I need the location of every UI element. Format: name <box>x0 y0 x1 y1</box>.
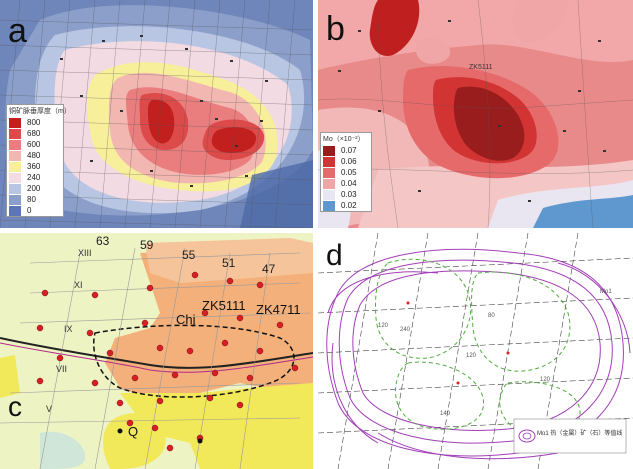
panel-b-legend-swatch <box>323 167 335 178</box>
unit-label-q: Q <box>128 424 139 439</box>
panel-b-legend-value: 0.02 <box>341 201 357 210</box>
panel-b-legend-swatch <box>323 145 335 156</box>
mo-contours <box>318 0 633 228</box>
contour-annotation-140: 140 <box>440 411 451 417</box>
panel-a-legend-value: 800 <box>27 118 41 127</box>
panel-a-legend-value: 200 <box>27 184 41 193</box>
panel-b-legend-row: 0.05 <box>321 167 371 178</box>
panel-a-legend-row: 800 <box>7 117 63 128</box>
panel-c-geology-map: c 63 59 55 51 47 XIII XI IX VII V Chj Q … <box>0 233 313 469</box>
panel-a-legend-row: 240 <box>7 172 63 183</box>
panel-a-legend-value: 600 <box>27 140 41 149</box>
panel-b-legend-value: 0.04 <box>341 179 357 188</box>
panel-b-legend-title: Mo（×10⁻²） <box>323 136 365 143</box>
exploration-line-59: 59 <box>140 238 154 252</box>
panel-b-legend-row: 0.02 <box>321 200 371 211</box>
panel-b-legend-value: 0.06 <box>341 157 357 166</box>
panel-a-legend-value: 360 <box>27 162 41 171</box>
panel-a-legend-value: 80 <box>27 195 36 204</box>
exploration-line-ix: IX <box>64 324 73 334</box>
panel-a-legend-value: 680 <box>27 129 41 138</box>
panel-a-thickness-map: a 铜矿脉垂厚度（m） 800 680 600 480 360 240 200 80 0 <box>0 0 313 228</box>
contour-annotation-mo1: Mo1 <box>600 289 612 295</box>
panel-d-letter: d <box>326 239 343 272</box>
panel-a-legend-row: 480 <box>7 150 63 161</box>
panel-a-legend-swatch <box>9 205 21 216</box>
panel-a-legend-row: 360 <box>7 161 63 172</box>
panel-a-legend-swatch <box>9 128 21 139</box>
geology-map-shapes <box>0 233 313 469</box>
panel-b-drill-label: ZK5111 <box>469 64 493 71</box>
panel-a-legend-swatch <box>9 117 21 128</box>
panel-b-legend-row: 0.07 <box>321 145 371 156</box>
panel-a-legend-row: 680 <box>7 128 63 139</box>
panel-b-letter: b <box>326 10 345 48</box>
panel-b-mo-map: b ZK5111 Mo（×10⁻²） 0.07 0.06 0.05 0.04 0.03 0… <box>318 0 633 228</box>
panel-c-letter: c <box>8 391 22 422</box>
contour-annotation-80: 80 <box>488 313 495 319</box>
contour-annotation-120-b: 120 <box>466 353 477 359</box>
panel-b-legend: Mo（×10⁻²） 0.07 0.06 0.05 0.04 0.03 0.02 <box>320 132 372 212</box>
drill-label-zk5111: ZK5111 <box>202 298 246 313</box>
exploration-line-v: V <box>46 404 53 414</box>
exploration-line-55: 55 <box>182 248 196 262</box>
panel-a-legend-row: 0 <box>7 205 63 216</box>
unit-label-chj: Chj <box>176 312 196 327</box>
panel-a-legend-swatch <box>9 172 21 183</box>
exploration-line-47: 47 <box>262 262 276 276</box>
panel-b-legend-value: 0.05 <box>341 168 357 177</box>
panel-b-legend-row: 0.04 <box>321 178 371 189</box>
contour-annotation-120-c: 120 <box>540 377 551 383</box>
exploration-line-vii: VII <box>56 364 68 374</box>
exploration-line-63: 63 <box>96 234 110 248</box>
panel-a-legend-swatch <box>9 183 21 194</box>
exploration-line-xi: XI <box>74 280 83 290</box>
panel-a-legend-row: 200 <box>7 183 63 194</box>
exploration-line-51: 51 <box>222 256 236 270</box>
panel-a-legend-row: 80 <box>7 194 63 205</box>
panel-a-legend-value: 240 <box>27 173 41 182</box>
panel-d-contour-sketch: d Mo1 240 120 120 140 120 80 Mo1 热（金属）矿（… <box>318 233 633 469</box>
exploration-line-xiii: XIII <box>78 248 92 258</box>
panel-a-legend-swatch <box>9 150 21 161</box>
panel-b-legend-row: 0.06 <box>321 156 371 167</box>
panel-a-legend-value: 480 <box>27 151 41 160</box>
panel-b-legend-value: 0.03 <box>341 190 357 199</box>
contour-annotation-240: 240 <box>400 327 411 333</box>
thickness-contours <box>0 0 313 228</box>
panel-d-legend-text: Mo1 热（金属）矿（石）等值线 <box>537 431 623 437</box>
drill-label-zk4711: ZK4711 <box>256 302 301 317</box>
panel-a-legend: 铜矿脉垂厚度（m） 800 680 600 480 360 240 200 80 0 <box>6 104 71 217</box>
panel-a-legend-title: 铜矿脉垂厚度（m） <box>9 108 71 115</box>
panel-b-legend-row: 0.03 <box>321 189 371 200</box>
panel-b-legend-swatch <box>323 200 335 211</box>
panel-b-legend-swatch <box>323 178 335 189</box>
panel-a-legend-row: 600 <box>7 139 63 150</box>
contour-annotation-120-a: 120 <box>378 323 389 329</box>
panel-a-letter: a <box>8 12 27 50</box>
panel-b-legend-value: 0.07 <box>341 146 357 155</box>
panel-a-legend-swatch <box>9 139 21 150</box>
panel-a-legend-value: 0 <box>27 206 32 215</box>
panel-a-legend-swatch <box>9 194 21 205</box>
panel-b-legend-swatch <box>323 189 335 200</box>
contour-sketch-lines <box>318 233 633 469</box>
panel-b-legend-swatch <box>323 156 335 167</box>
panel-a-legend-swatch <box>9 161 21 172</box>
